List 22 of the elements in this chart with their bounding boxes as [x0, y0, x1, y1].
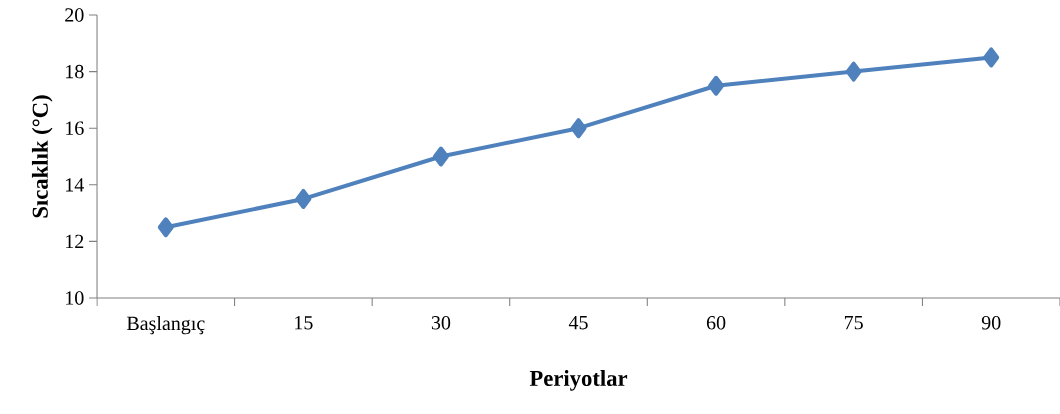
y-tick-label: 10: [66, 291, 84, 305]
x-tick-label: 45: [568, 316, 588, 330]
y-tick-label: 18: [66, 64, 84, 79]
y-axis-title: Sıcaklık (°C): [31, 95, 53, 218]
point: [295, 188, 312, 209]
point: [845, 61, 862, 82]
x-tick-label: 60: [706, 316, 726, 330]
x-tick-label: 30: [431, 316, 451, 330]
x-axis-title: Periyotlar: [529, 370, 628, 391]
y-tick-label: 20: [65, 8, 84, 22]
y-tick-label: 16: [66, 121, 84, 135]
point: [570, 118, 587, 139]
y-tick-label: 14: [66, 178, 84, 192]
point: [983, 47, 1000, 68]
point: [432, 146, 449, 167]
point: [157, 217, 174, 238]
point: [708, 75, 725, 96]
x-tick-label: 90: [981, 316, 1001, 330]
x-tick-label: 75: [844, 316, 863, 330]
y-tick-label: 12: [66, 234, 84, 249]
x-tick-label: 15: [295, 316, 313, 330]
x-tick-label: Başlangıç: [126, 316, 205, 335]
